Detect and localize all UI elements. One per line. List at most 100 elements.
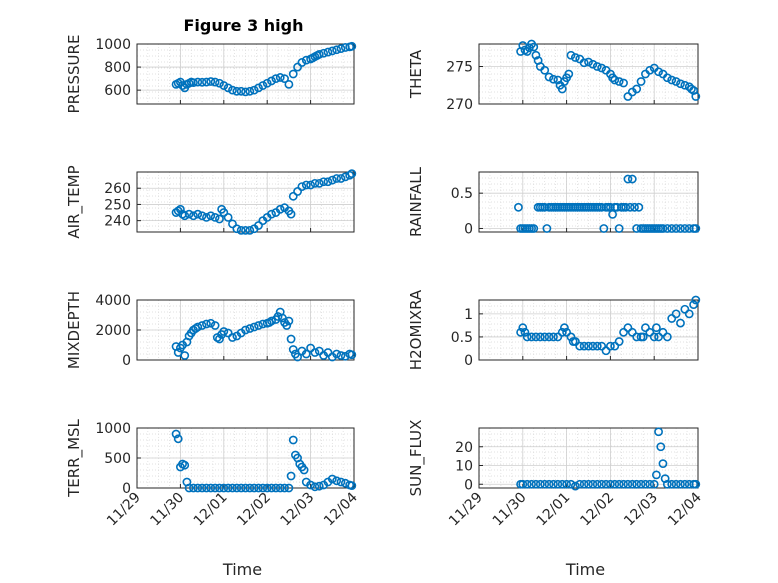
data-point (531, 50, 541, 60)
data-point (531, 332, 541, 342)
data-point (249, 85, 259, 95)
data-point (267, 209, 276, 219)
data-point (245, 483, 255, 493)
data-point (286, 471, 296, 481)
data-point (597, 341, 607, 351)
data-point (667, 224, 677, 233)
y-axis-label: RAINFALL (407, 166, 425, 237)
data-point (549, 332, 558, 342)
data-point (215, 78, 224, 88)
data-point (676, 318, 685, 328)
y-axis-label: H2OMIXRA (407, 289, 425, 370)
data-point (254, 483, 263, 493)
data-point (601, 346, 611, 356)
data-point (332, 349, 342, 359)
y-tick-label: 0 (464, 477, 473, 493)
data-point (553, 479, 563, 489)
data-point (245, 86, 255, 96)
data-point (592, 479, 602, 489)
data-point (680, 224, 690, 233)
data-point (275, 483, 285, 493)
data-point (301, 180, 311, 190)
data-point (579, 58, 589, 68)
data-point (641, 479, 650, 489)
data-point (634, 202, 644, 212)
data-point (314, 346, 324, 356)
data-point (245, 324, 255, 333)
data-point (614, 77, 624, 86)
data-point (632, 479, 642, 489)
data-point (206, 211, 216, 221)
y-tick-label: 0 (464, 353, 473, 369)
data-point (236, 483, 246, 493)
y-tick-label: 240 (104, 214, 131, 230)
y-axis-label: THETA (407, 49, 425, 99)
data-point (228, 483, 237, 493)
data-point (623, 174, 633, 184)
data-point (662, 224, 672, 233)
data-point (584, 57, 593, 67)
data-point (676, 224, 685, 233)
data-point (684, 309, 694, 319)
data-point (520, 327, 530, 337)
data-point (544, 72, 554, 82)
data-point (553, 332, 563, 342)
x-tick-label: 12/04 (665, 489, 705, 529)
data-point (654, 67, 663, 77)
data-point (671, 309, 681, 319)
data-point (619, 479, 628, 489)
data-point (691, 295, 701, 305)
x-tick-label: 12/02 (577, 490, 617, 530)
x-tick-label: 11/30 (147, 490, 187, 530)
data-point (271, 483, 281, 493)
data-point (171, 429, 181, 439)
data-point (588, 479, 598, 489)
data-point (197, 77, 207, 87)
y-axis-label: SUN_FLUX (407, 420, 426, 497)
data-point (641, 323, 650, 333)
data-point (680, 80, 690, 90)
data-point (310, 348, 320, 357)
data-point (654, 332, 663, 342)
data-point (336, 351, 346, 360)
data-point (327, 46, 337, 56)
data-point (592, 341, 602, 351)
data-point (275, 204, 285, 214)
data-point (202, 77, 211, 87)
x-axis-label: Time (565, 560, 605, 579)
data-point (540, 65, 550, 75)
data-point (540, 332, 550, 342)
data-point (215, 483, 224, 493)
data-point (610, 75, 620, 85)
data-point (284, 316, 294, 326)
data-point (223, 213, 233, 222)
data-point (184, 209, 194, 219)
data-point (662, 479, 672, 489)
data-point (280, 74, 289, 84)
data-point (619, 327, 628, 337)
x-tick-label: 12/02 (234, 490, 274, 530)
data-point (584, 479, 593, 489)
data-point (262, 483, 272, 493)
data-point (630, 202, 639, 212)
data-point (232, 483, 242, 493)
data-point (557, 327, 567, 337)
data-point (614, 224, 624, 233)
data-point (219, 208, 229, 217)
data-point (566, 332, 576, 342)
data-point (310, 178, 320, 188)
data-point (658, 224, 668, 233)
data-point (680, 479, 690, 489)
data-point (584, 341, 593, 351)
data-point (180, 460, 190, 470)
x-axis-label: Time (222, 560, 262, 579)
data-point (638, 332, 648, 342)
y-axis-label: MIXDEPTH (65, 291, 83, 369)
data-point (228, 85, 237, 95)
data-point (210, 77, 220, 87)
data-point (280, 483, 289, 493)
data-point (597, 479, 607, 489)
data-point (306, 343, 315, 353)
data-point (691, 479, 701, 489)
